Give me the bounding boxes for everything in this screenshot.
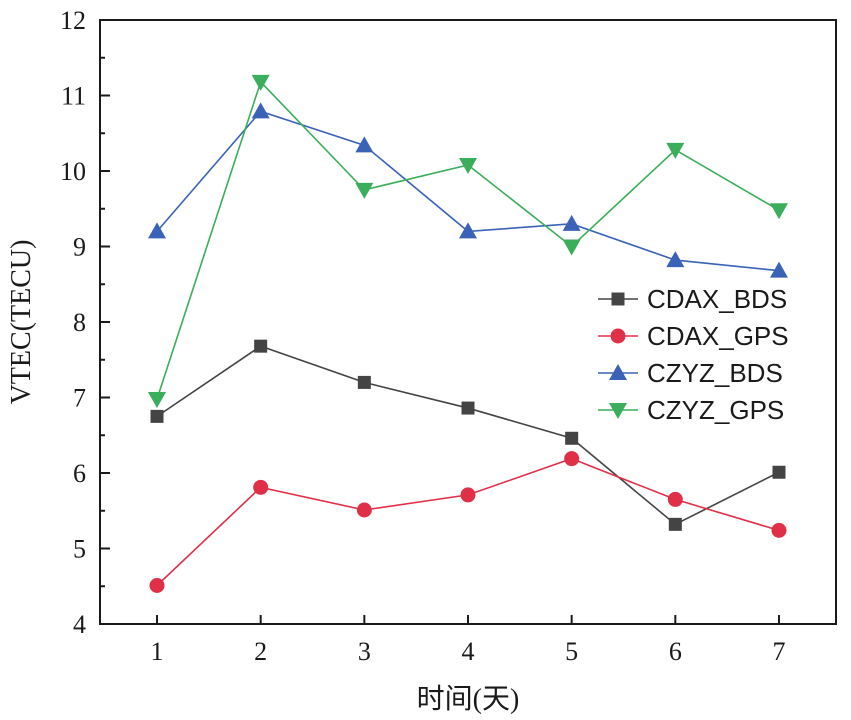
- data-point: [769, 261, 788, 278]
- x-tick-label: 3: [358, 637, 371, 666]
- data-point: [666, 142, 685, 159]
- data-point: [668, 517, 682, 531]
- y-tick-label: 5: [73, 535, 86, 564]
- data-point: [565, 431, 579, 445]
- y-tick-label: 12: [60, 6, 86, 35]
- data-point: [254, 339, 268, 353]
- x-tick-label: 1: [151, 637, 164, 666]
- legend-marker: [610, 328, 626, 344]
- data-point: [562, 214, 581, 231]
- data-point: [562, 239, 581, 256]
- data-point: [148, 222, 167, 239]
- legend-item: CZYZ_BDS: [598, 358, 783, 388]
- data-point: [150, 409, 164, 423]
- data-point: [459, 157, 477, 174]
- y-tick-label: 9: [73, 233, 86, 262]
- data-point: [771, 522, 787, 538]
- x-axis-title: 时间(天): [417, 683, 520, 715]
- y-tick-label: 7: [73, 384, 86, 413]
- legend-label: CDAX_BDS: [647, 284, 787, 314]
- data-point: [251, 102, 270, 119]
- x-tick-label: 4: [462, 637, 475, 666]
- series-czyz-bds: [148, 102, 788, 278]
- data-point: [149, 577, 165, 593]
- series-cdax-bds: [150, 339, 786, 531]
- data-point: [460, 487, 476, 503]
- series-czyz-gps: [148, 74, 788, 409]
- data-point: [461, 401, 475, 415]
- data-point: [564, 451, 580, 467]
- legend-marker: [609, 403, 627, 419]
- legend-item: CZYZ_GPS: [598, 395, 784, 425]
- x-tick-label: 5: [565, 637, 578, 666]
- data-point: [459, 222, 477, 239]
- data-point: [355, 182, 374, 199]
- series-line: [156, 457, 780, 587]
- series-layer: [148, 74, 788, 593]
- series-line: [156, 80, 780, 400]
- data-point: [148, 392, 167, 409]
- data-point: [355, 136, 374, 153]
- data-point: [667, 491, 683, 507]
- legend-marker: [611, 292, 625, 306]
- legend-label: CDAX_GPS: [647, 321, 789, 351]
- data-point: [666, 251, 685, 268]
- legend-label: CZYZ_BDS: [647, 358, 783, 388]
- y-tick-label: 8: [73, 308, 86, 337]
- x-tick-label: 2: [254, 637, 267, 666]
- data-point: [772, 465, 786, 479]
- y-axis-title: VTEC(TECU): [6, 240, 37, 405]
- data-point: [356, 502, 372, 518]
- legend-label: CZYZ_GPS: [647, 395, 784, 425]
- series-line: [156, 110, 780, 272]
- y-tick-label: 6: [73, 459, 86, 488]
- y-tick-label: 10: [60, 157, 86, 186]
- data-point: [769, 203, 788, 220]
- series-cdax-gps: [149, 451, 787, 593]
- legend: CDAX_BDS CDAX_GPS CZYZ_BDS CZYZ_GPS: [598, 284, 789, 425]
- legend-marker: [609, 364, 627, 380]
- legend-item: CDAX_BDS: [598, 284, 787, 314]
- x-tick-label: 6: [669, 637, 682, 666]
- legend-item: CDAX_GPS: [598, 321, 789, 351]
- y-tick-label: 4: [73, 610, 86, 639]
- x-tick-label: 7: [772, 637, 785, 666]
- data-point: [251, 74, 270, 91]
- data-point: [357, 375, 371, 389]
- y-tick-label: 11: [61, 82, 86, 111]
- data-point: [253, 479, 269, 495]
